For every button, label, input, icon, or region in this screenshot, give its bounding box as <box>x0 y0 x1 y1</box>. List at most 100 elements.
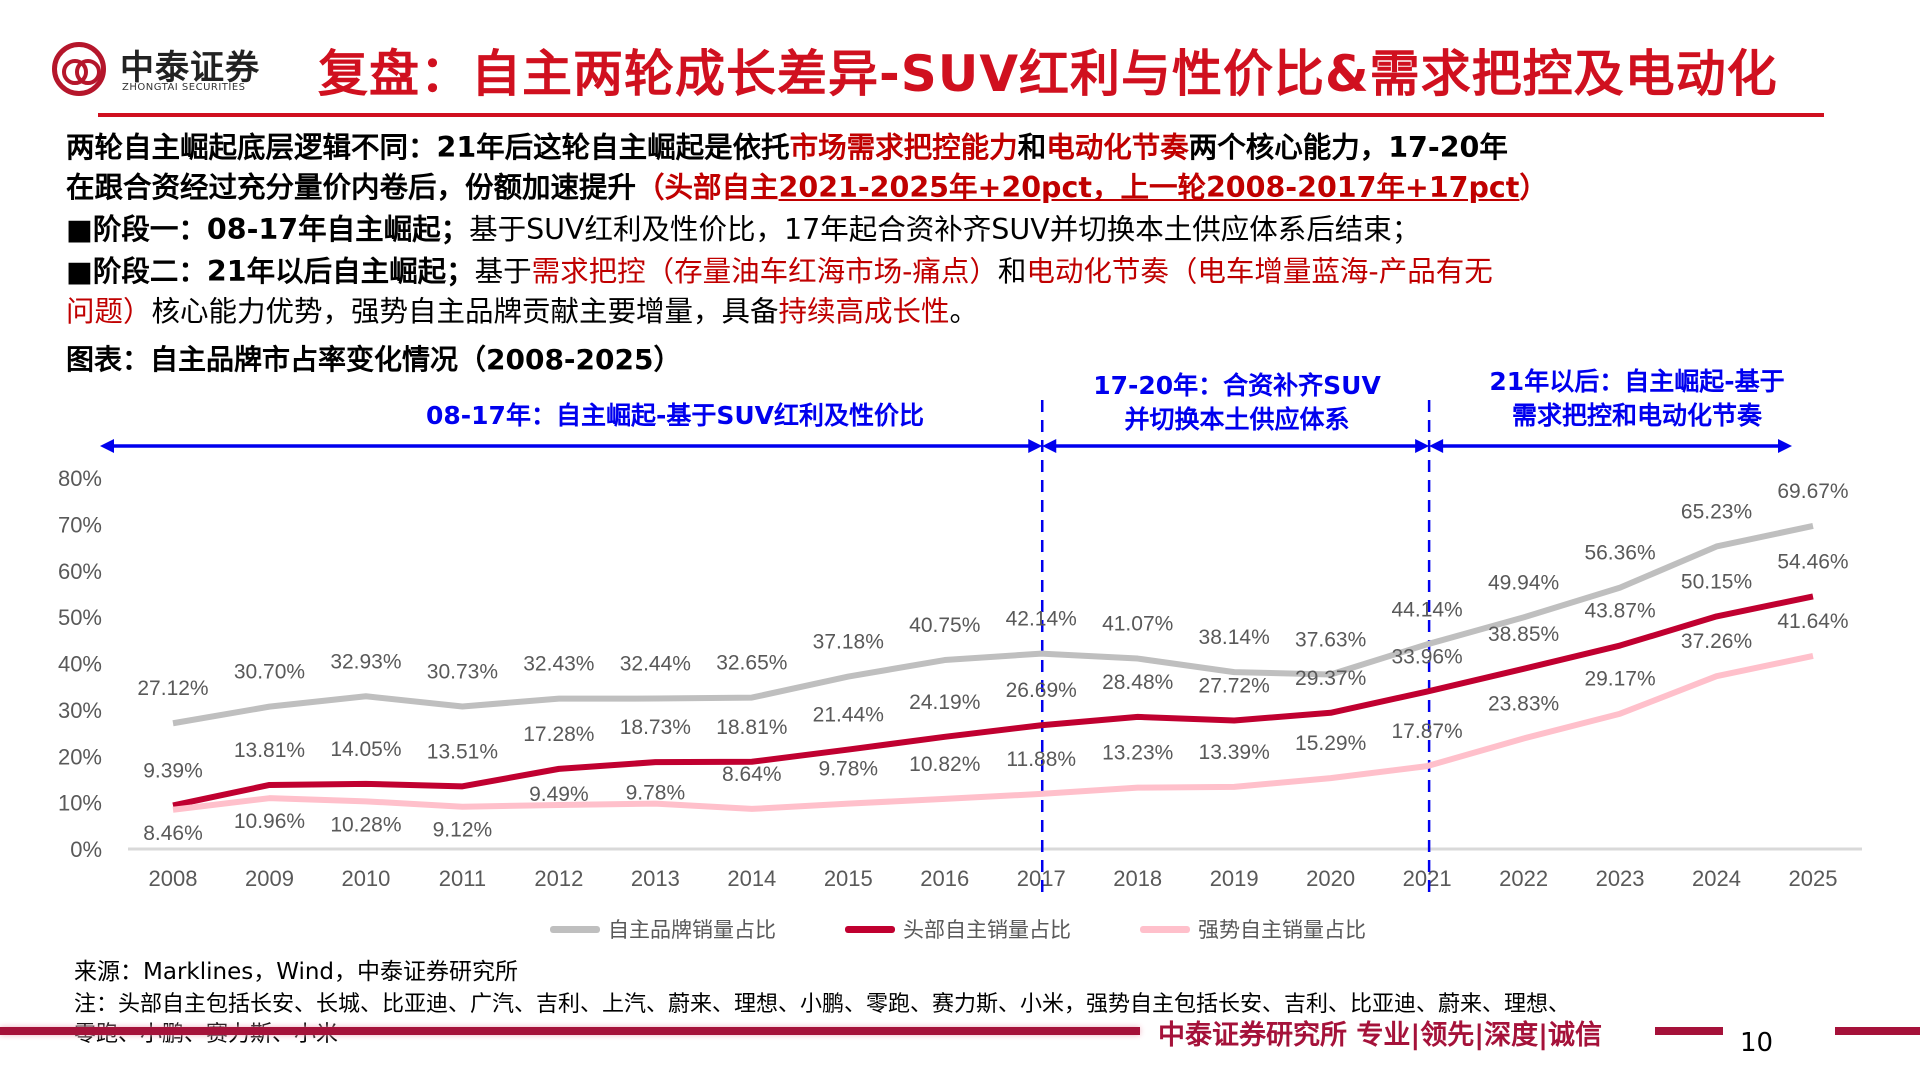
data-label: 17.28% <box>523 723 594 746</box>
data-label: 49.94% <box>1488 571 1559 594</box>
arrow-head-left-icon <box>100 439 114 453</box>
x-tick-label: 2018 <box>1113 866 1162 891</box>
legend-swatch-icon <box>1140 925 1190 933</box>
page-number: 10 <box>1740 1028 1774 1058</box>
series-line-3 <box>172 652 1814 813</box>
data-label: 32.65% <box>716 652 787 675</box>
data-label: 11.88% <box>1006 748 1076 771</box>
arrow-head-right-icon <box>1028 439 1043 453</box>
highlight-text: 电动化节奏 <box>1046 131 1189 164</box>
arrow-head-left-icon <box>1042 439 1057 453</box>
x-tick-label: 2008 <box>149 866 198 891</box>
logo-mark-icon <box>52 42 106 96</box>
data-label: 37.63% <box>1295 628 1366 651</box>
note-line-1: 注：头部自主包括长安、长城、比亚迪、广汽、吉利、上汽、蔚来、理想、小鹏、零跑、赛… <box>74 992 1571 1017</box>
data-label: 28.48% <box>1102 671 1173 694</box>
body-text-segment: 基于SUV红利及性价比，17年起合资补齐SUV并切换本土供应体系后结束； <box>469 213 1421 246</box>
data-label: 32.44% <box>620 653 691 676</box>
data-label: 32.93% <box>330 650 401 673</box>
data-label: 23.83% <box>1488 692 1559 715</box>
company-logo: 中泰证券 ZHONGTAI SECURITIES <box>52 38 292 100</box>
legend-item: 自主品牌销量占比 <box>550 914 776 944</box>
body-line-3: ■阶段一：08-17年自主崛起；基于SUV红利及性价比，17年起合资补齐SUV并… <box>66 210 1420 250</box>
y-tick-label: 70% <box>58 512 102 537</box>
data-label: 14.05% <box>330 738 401 761</box>
data-label: 65.23% <box>1681 500 1752 523</box>
arrow-head-right-icon <box>1415 439 1430 453</box>
data-label: 43.87% <box>1584 600 1655 623</box>
body-line-1: 两轮自主崛起底层逻辑不同：21年后这轮自主崛起是依托市场需求把控能力和电动化节奏… <box>66 128 1508 168</box>
data-label: 37.18% <box>813 631 884 654</box>
body-text-segment: 和 <box>1017 131 1047 164</box>
x-tick-label: 2022 <box>1499 866 1548 891</box>
x-tick-label: 2014 <box>727 866 776 891</box>
data-label: 9.12% <box>433 819 493 842</box>
x-tick-label: 2015 <box>824 866 873 891</box>
body-text-segment: 基于 <box>474 255 532 288</box>
data-label: 13.23% <box>1102 742 1173 765</box>
data-label: 9.49% <box>529 783 589 806</box>
series-line-2 <box>172 593 1814 809</box>
data-label: 26.69% <box>1006 679 1077 702</box>
data-label: 10.82% <box>909 753 980 776</box>
data-label: 40.75% <box>909 614 980 637</box>
highlight-text: 问题） <box>66 295 152 328</box>
y-tick-label: 60% <box>58 559 102 584</box>
data-label: 9.39% <box>143 759 203 782</box>
y-tick-label: 50% <box>58 605 102 630</box>
highlight-text: 持续高成长性 <box>778 295 950 328</box>
data-label: 13.39% <box>1199 741 1270 764</box>
highlight-text: 市场需求把控能力 <box>789 131 1018 164</box>
x-tick-label: 2024 <box>1692 866 1741 891</box>
body-text-segment: 和 <box>997 255 1027 288</box>
x-tick-label: 2012 <box>534 866 583 891</box>
y-tick-label: 80% <box>58 466 102 491</box>
legend-swatch-icon <box>845 925 895 933</box>
data-label: 27.12% <box>137 677 208 700</box>
y-tick-label: 0% <box>70 837 102 862</box>
body-text-segment: 核心能力优势，强势自主品牌贡献主要增量，具备 <box>151 295 779 328</box>
body-text-segment: 两个核心能力，17-20年 <box>1188 131 1508 164</box>
body-text-segment: 两轮自主崛起底层逻辑不同：21年后这轮自主崛起是依托 <box>66 131 790 164</box>
data-label: 9.78% <box>626 782 686 805</box>
highlight-text: 电动化节奏（电车增量蓝海-产品有无 <box>1026 255 1493 288</box>
data-label: 29.37% <box>1295 667 1366 690</box>
x-tick-label: 2013 <box>631 866 680 891</box>
body-text-segment: 在跟合资经过充分量价内卷后，份额加速提升 <box>66 171 637 204</box>
x-tick-label: 2020 <box>1306 866 1355 891</box>
legend-item: 强势自主销量占比 <box>1140 914 1366 944</box>
logo-name-cn: 中泰证券 <box>120 48 260 88</box>
data-label: 13.81% <box>234 739 305 762</box>
phase2-annotation-line2: 并切换本土供应体系 <box>1124 405 1350 434</box>
data-label: 38.14% <box>1199 626 1270 649</box>
data-label: 32.43% <box>523 653 594 676</box>
highlight-text: ） <box>1519 171 1548 204</box>
data-label: 44.14% <box>1392 598 1463 621</box>
x-tick-label: 2010 <box>341 866 390 891</box>
data-label: 8.46% <box>143 822 203 845</box>
phase2-annotation-line1: 17-20年：合资补齐SUV <box>1093 371 1381 400</box>
data-label: 21.44% <box>813 704 884 727</box>
legend-swatch-icon <box>550 925 600 933</box>
data-label: 29.17% <box>1584 668 1655 691</box>
footer-bar <box>1835 1027 1920 1035</box>
data-label: 33.96% <box>1392 646 1463 669</box>
figure-caption: 图表：自主品牌市占率变化情况（2008-2025） <box>66 343 682 376</box>
x-tick-label: 2016 <box>920 866 969 891</box>
data-label: 69.67% <box>1777 480 1848 503</box>
data-label: 27.72% <box>1199 674 1270 697</box>
legend-item: 头部自主销量占比 <box>845 914 1071 944</box>
legend-label: 头部自主销量占比 <box>903 918 1071 942</box>
body-text-segment: ■阶段一：08-17年自主崛起； <box>66 213 470 246</box>
data-label: 37.26% <box>1681 630 1752 653</box>
data-label: 41.07% <box>1102 613 1173 636</box>
data-label: 38.85% <box>1488 623 1559 646</box>
title-divider <box>98 113 1824 117</box>
data-label: 18.73% <box>620 716 691 739</box>
data-label: 56.36% <box>1584 542 1655 565</box>
arrow-head-left-icon <box>1429 439 1444 453</box>
body-text-segment: 。 <box>949 295 979 328</box>
y-tick-label: 10% <box>58 791 102 816</box>
data-label: 24.19% <box>909 691 980 714</box>
data-label: 10.96% <box>234 810 305 833</box>
